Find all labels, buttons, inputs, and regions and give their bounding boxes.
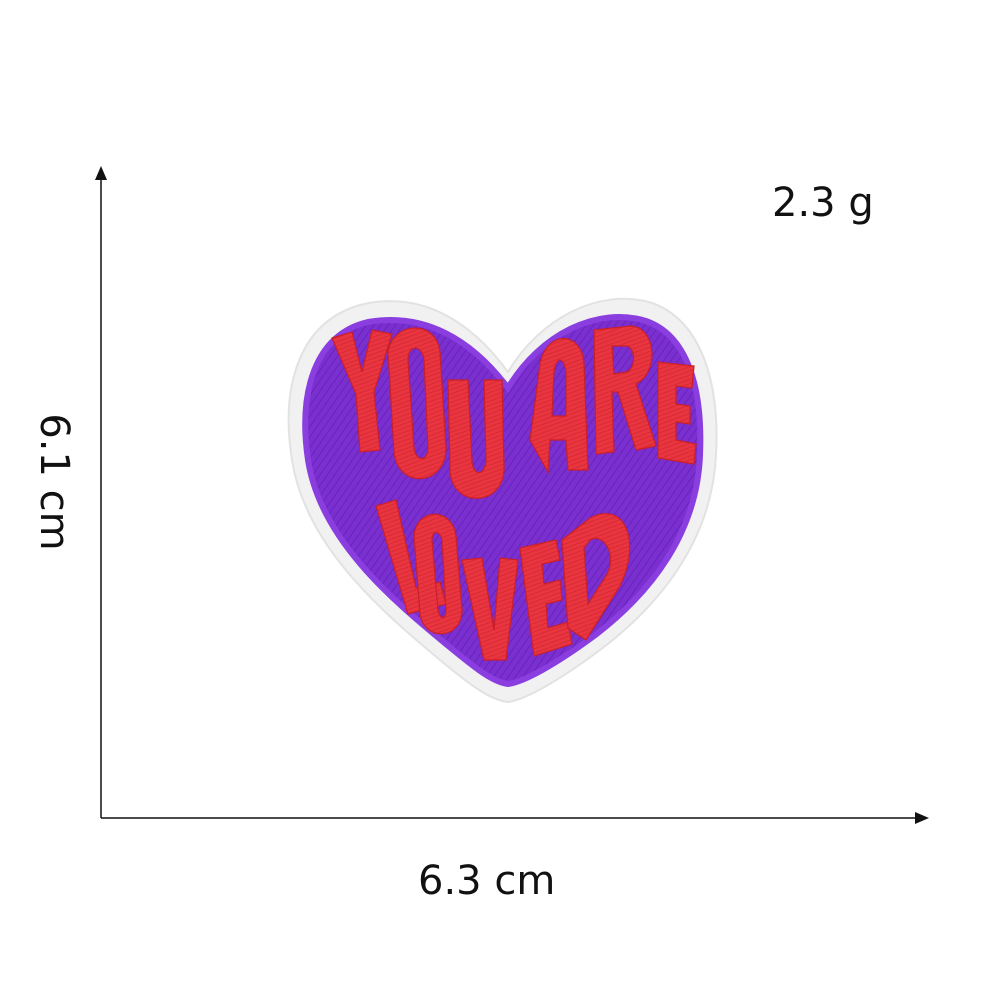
height-axis-arrow: [95, 166, 107, 818]
heart-patch: [287, 297, 718, 704]
weight-label: 2.3 g: [772, 180, 874, 226]
width-label: 6.3 cm: [418, 858, 556, 904]
height-label: 6.1 cm: [31, 413, 77, 551]
patch-lettering: [331, 325, 697, 661]
width-axis-arrow: [101, 812, 929, 824]
